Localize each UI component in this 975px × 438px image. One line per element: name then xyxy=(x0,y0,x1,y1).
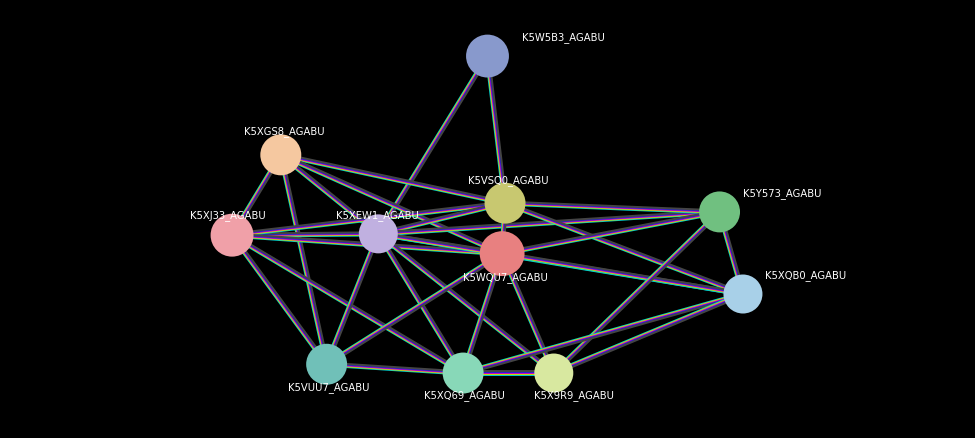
Text: K5W5B3_AGABU: K5W5B3_AGABU xyxy=(522,32,604,42)
Ellipse shape xyxy=(480,232,525,276)
Ellipse shape xyxy=(723,275,762,314)
Ellipse shape xyxy=(443,353,484,394)
Text: K5WQU7_AGABU: K5WQU7_AGABU xyxy=(463,272,548,282)
Ellipse shape xyxy=(306,344,347,385)
Text: K5Y573_AGABU: K5Y573_AGABU xyxy=(743,187,822,198)
Text: K5XQ69_AGABU: K5XQ69_AGABU xyxy=(424,390,505,400)
Text: K5XGS8_AGABU: K5XGS8_AGABU xyxy=(244,126,325,137)
Text: K5XEW1_AGABU: K5XEW1_AGABU xyxy=(336,209,419,220)
Text: K5VUU7_AGABU: K5VUU7_AGABU xyxy=(288,381,370,392)
Ellipse shape xyxy=(359,215,398,254)
Ellipse shape xyxy=(466,35,509,78)
Ellipse shape xyxy=(534,354,573,392)
Ellipse shape xyxy=(260,135,301,176)
Ellipse shape xyxy=(211,214,254,257)
Text: K5XQB0_AGABU: K5XQB0_AGABU xyxy=(765,270,846,280)
Text: K5XJ33_AGABU: K5XJ33_AGABU xyxy=(190,209,266,220)
Text: K5X9R9_AGABU: K5X9R9_AGABU xyxy=(534,390,614,400)
Ellipse shape xyxy=(699,192,740,233)
Ellipse shape xyxy=(485,183,526,224)
Text: K5VSQ0_AGABU: K5VSQ0_AGABU xyxy=(468,175,549,186)
